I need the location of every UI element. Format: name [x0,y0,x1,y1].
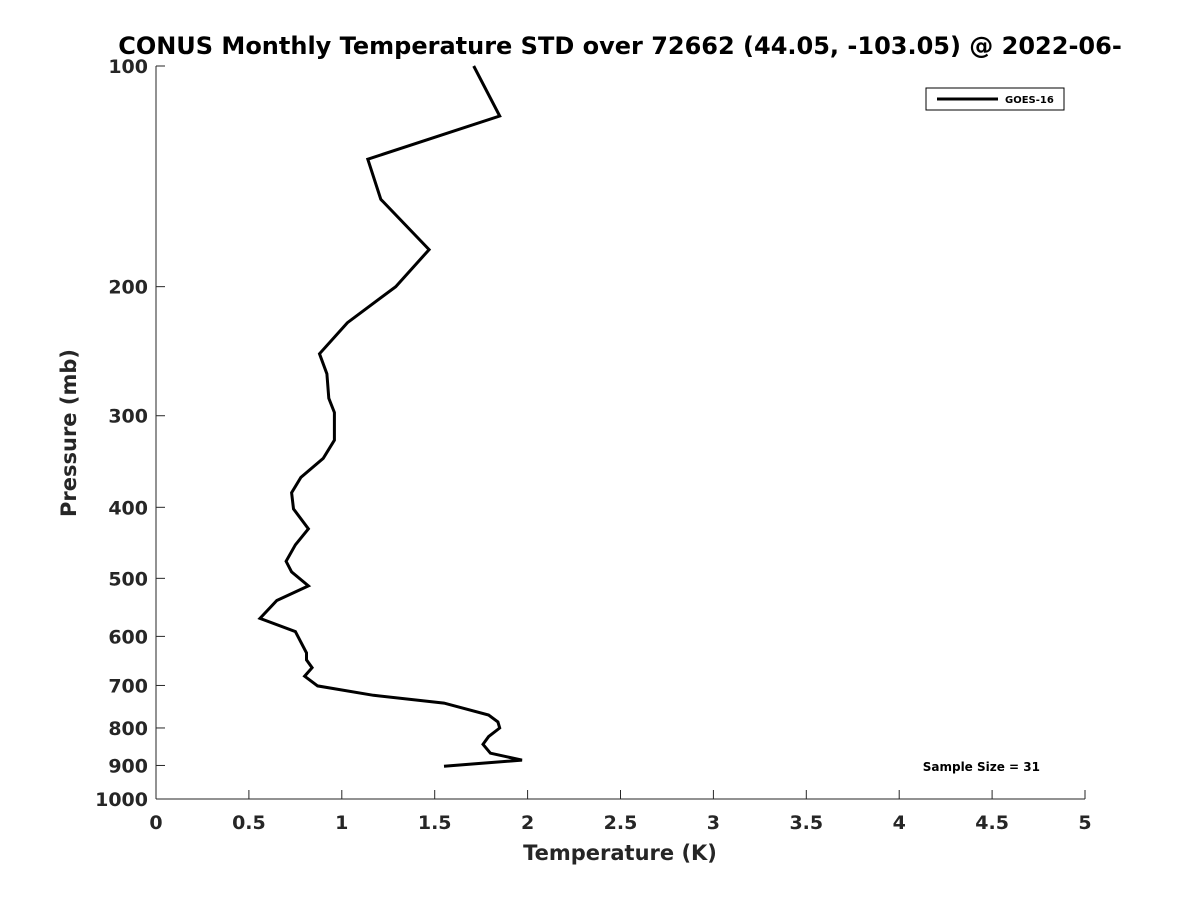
plot-axes: 0 0.5 1 1.5 2 2.5 3 3.5 4 4.5 5 100 200 300 400 500 600 7… [95,56,1092,834]
x-tick-label: 1.5 [418,812,452,834]
x-tick-label: 2.5 [604,812,638,834]
y-tick-label: 100 [108,56,148,78]
series-line-goes-16 [257,65,523,768]
y-tick-label: 800 [108,718,148,740]
chart-title: CONUS Monthly Temperature STD over 72662… [118,32,1122,60]
y-tick-label: 500 [108,568,148,590]
sample-size-annotation: Sample Size = 31 [923,760,1040,774]
y-tick-label: 700 [108,675,148,697]
legend-label: GOES-16 [1005,95,1054,106]
x-tick-label: 1 [335,812,348,834]
y-tick-label: 600 [108,626,148,648]
x-tick-label: 0 [149,812,162,834]
x-tick-label: 4.5 [975,812,1009,834]
x-axis-label: Temperature (K) [523,841,717,865]
y-tick-label: 900 [108,755,148,777]
x-tick-label: 3.5 [789,812,823,834]
y-tick-label: 300 [108,406,148,428]
x-tick-label: 4 [893,812,906,834]
y-tick-label: 400 [108,497,148,519]
x-tick-label: 5 [1078,812,1091,834]
legend: GOES-16 [925,87,1065,111]
y-tick-label: 1000 [95,789,148,811]
series-layer [257,65,523,768]
x-tick-label: 0.5 [232,812,266,834]
y-axis-label: Pressure (mb) [57,349,81,517]
x-tick-label: 3 [707,812,720,834]
y-tick-label: 200 [108,277,148,299]
x-tick-label: 2 [521,812,534,834]
